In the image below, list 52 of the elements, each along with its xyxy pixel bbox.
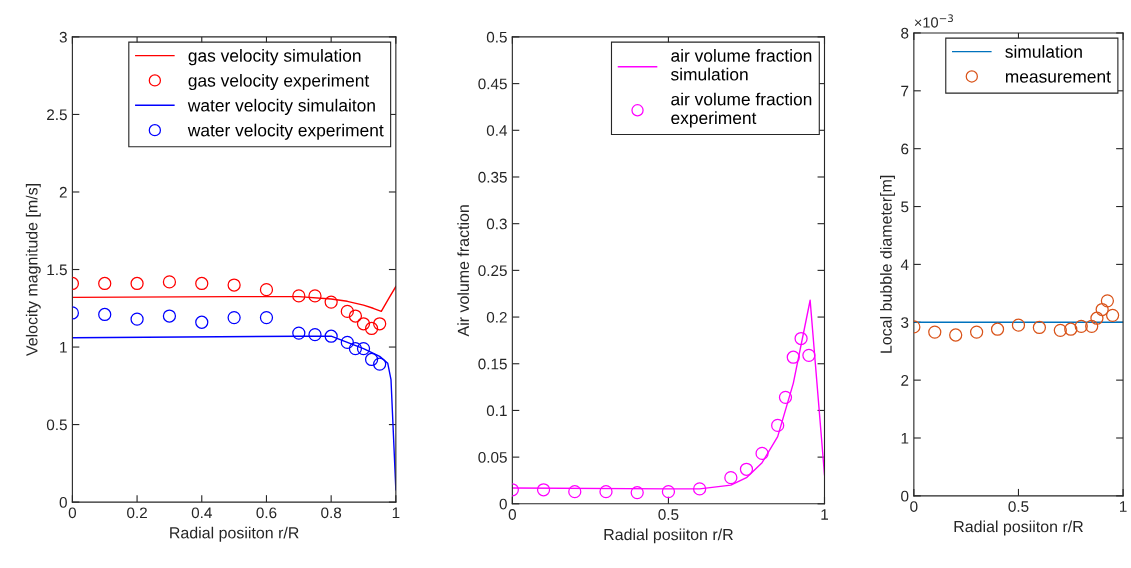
x-tick-label: 0.6: [256, 507, 277, 519]
x-tick-label: 0: [910, 501, 918, 512]
x-tick-label: 1: [821, 509, 828, 520]
y-axis-title: Local bubble diameter[m]: [880, 175, 895, 353]
y-tick-label: 7: [901, 85, 909, 97]
x-tick-label: 0: [508, 509, 516, 520]
x-axis-title: Radial posiiton r/R: [170, 526, 299, 542]
y-tick-label: 8: [901, 27, 909, 39]
legend-label: air volume fraction experiment: [671, 92, 812, 128]
y-tick-label: 3: [901, 317, 909, 328]
y-tick-label: 1: [901, 433, 909, 444]
y-axis-title: Air volume fraction: [457, 205, 470, 337]
x-axis-title: Radial posiiton r/R: [954, 520, 1083, 536]
y-tick-label: 2.5: [47, 109, 67, 121]
y-tick-label: 1.5: [47, 264, 67, 276]
legend-label: water velocity simulaiton: [187, 98, 375, 115]
y-tick-label: 0: [901, 490, 909, 502]
y-tick-label: 0.45: [478, 78, 507, 90]
y-tick-label: 2: [59, 186, 67, 198]
y-tick-label: 0.3: [486, 218, 507, 230]
text: ×10$^{−3}$: [914, 14, 953, 28]
y-tick-label: 0.5: [46, 419, 67, 431]
y-tick-label: 0.2: [486, 311, 507, 323]
legend-label: water velocity experiment: [187, 123, 384, 140]
y-axis-title: Velocity magnitude [m/s]: [25, 184, 41, 356]
legend-label: simulation: [1005, 45, 1082, 58]
y-tick-label: 0.4: [486, 125, 508, 136]
x-axis-title: Radial posiiton r/R: [604, 528, 733, 544]
y-tick-label: 3: [59, 31, 67, 43]
y-tick-label: 4: [900, 259, 909, 270]
x-tick-label: 1: [1120, 501, 1127, 512]
x-tick-label: 0: [68, 507, 77, 519]
y-tick-label: 2: [901, 375, 909, 386]
y-tick-label: 0.5: [486, 31, 507, 43]
y-tick-label: 0.15: [478, 358, 507, 370]
x-tick-label: 0.5: [1008, 501, 1029, 512]
x-tick-label: 0.5: [658, 509, 679, 520]
x-tick-label: 0.8: [321, 507, 342, 519]
y-tick-label: 0.1: [486, 405, 507, 417]
legend-label: gas velocity experiment: [188, 73, 370, 91]
x-tick-label: 1: [392, 507, 400, 519]
y-tick-label: 1: [60, 342, 67, 353]
y-tick-label: 0.05: [478, 451, 507, 463]
y-tick-label: 0.25: [478, 265, 507, 277]
y-tick-label: 0.35: [478, 171, 507, 183]
x-tick-label: 0.2: [127, 507, 147, 519]
y-tick-label: 5: [901, 201, 909, 213]
y-tick-label: 6: [901, 143, 909, 155]
x-tick-label: 0.4: [191, 507, 212, 519]
legend-label: gas velocity simulation: [188, 49, 361, 66]
legend-label: measurement: [1005, 71, 1111, 83]
legend-label: air volume fraction simulation: [671, 49, 812, 81]
